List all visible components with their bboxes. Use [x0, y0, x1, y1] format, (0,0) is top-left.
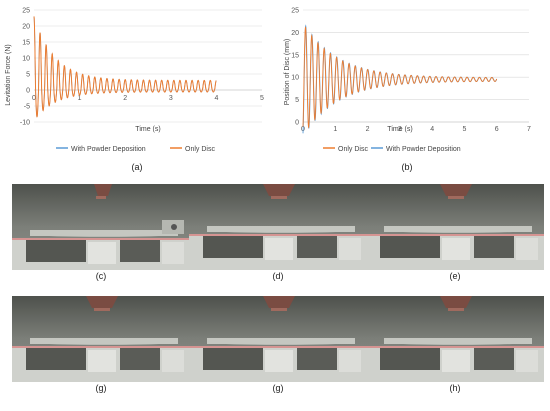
experiment-photo	[12, 184, 190, 270]
disc-position-chart: Position of Disc (mm) Time (s) Only Disc…	[275, 0, 550, 173]
y-tick-label: 20	[291, 30, 299, 37]
x-tick-label: 1	[333, 126, 337, 133]
panel-label-b: (b)	[401, 162, 413, 172]
levitation-force-plot: Levitation Force (N) Time (s) With Powde…	[5, 8, 264, 154]
x-tick-label: 1	[78, 95, 82, 102]
levitation-force-chart: Levitation Force (N) Time (s) With Powde…	[0, 0, 275, 173]
legend-entry: Only Disc	[338, 146, 368, 153]
x-tick-label: 3	[169, 95, 173, 102]
photo-caption: (d)	[272, 271, 284, 281]
x-axis-label-b: Time (s)	[387, 126, 412, 133]
x-tick-label: 0	[32, 95, 36, 102]
legend-entry: With Powder Deposition	[71, 146, 146, 153]
y-tick-label: 25	[22, 8, 30, 15]
x-axis-label-a: Time (s)	[135, 126, 160, 133]
y-tick-label: 5	[26, 72, 30, 79]
legend-a: With Powder Deposition Only Disc	[56, 146, 215, 153]
x-tick-label: 3	[398, 126, 402, 133]
experiment-photo	[12, 296, 190, 382]
legend-entry: With Powder Deposition	[386, 146, 461, 153]
series-only-disc-line	[302, 26, 498, 129]
x-tick-label: 4	[430, 126, 434, 133]
experiment-photo	[189, 184, 367, 270]
y-tick-label: 10	[22, 56, 30, 63]
y-tick-label: 5	[295, 97, 299, 104]
legend-b: Only Disc With Powder Deposition	[323, 146, 461, 153]
y-tick-label: -5	[24, 104, 30, 111]
y-tick-label: 0	[295, 120, 299, 127]
panel-label-a: (a)	[131, 162, 143, 172]
legend-entry: Only Disc	[185, 146, 215, 153]
y-tick-label: 25	[291, 8, 299, 15]
y-axis-label-b: Position of Disc (mm)	[284, 39, 291, 106]
y-tick-label: 20	[22, 24, 30, 31]
photo-caption: (g)	[272, 383, 284, 393]
photo-caption: (c)	[95, 271, 107, 281]
y-tick-label: 10	[291, 75, 299, 82]
x-tick-label: 6	[495, 126, 499, 133]
x-tick-label: 5	[462, 126, 466, 133]
x-tick-label: 2	[123, 95, 127, 102]
y-axis-label-a: Levitation Force (N)	[5, 44, 12, 105]
y-tick-label: 0	[26, 88, 30, 95]
y-tick-label: 15	[22, 40, 30, 47]
photo-caption: (g)	[95, 383, 107, 393]
y-tick-label: 15	[291, 52, 299, 59]
x-tick-label: 4	[214, 95, 218, 102]
disc-position-plot: Position of Disc (mm) Time (s) Only Disc…	[284, 8, 531, 154]
photo-caption: (e)	[449, 271, 461, 281]
y-tick-label: -10	[20, 120, 30, 127]
experiment-photo	[189, 296, 367, 382]
experiment-photo	[366, 184, 544, 270]
photo-caption: (h)	[449, 383, 461, 393]
x-tick-label: 5	[260, 95, 264, 102]
x-tick-label: 7	[527, 126, 531, 133]
series-only-disc-line	[33, 16, 217, 118]
experiment-photo	[366, 296, 544, 382]
x-tick-label: 2	[366, 126, 370, 133]
